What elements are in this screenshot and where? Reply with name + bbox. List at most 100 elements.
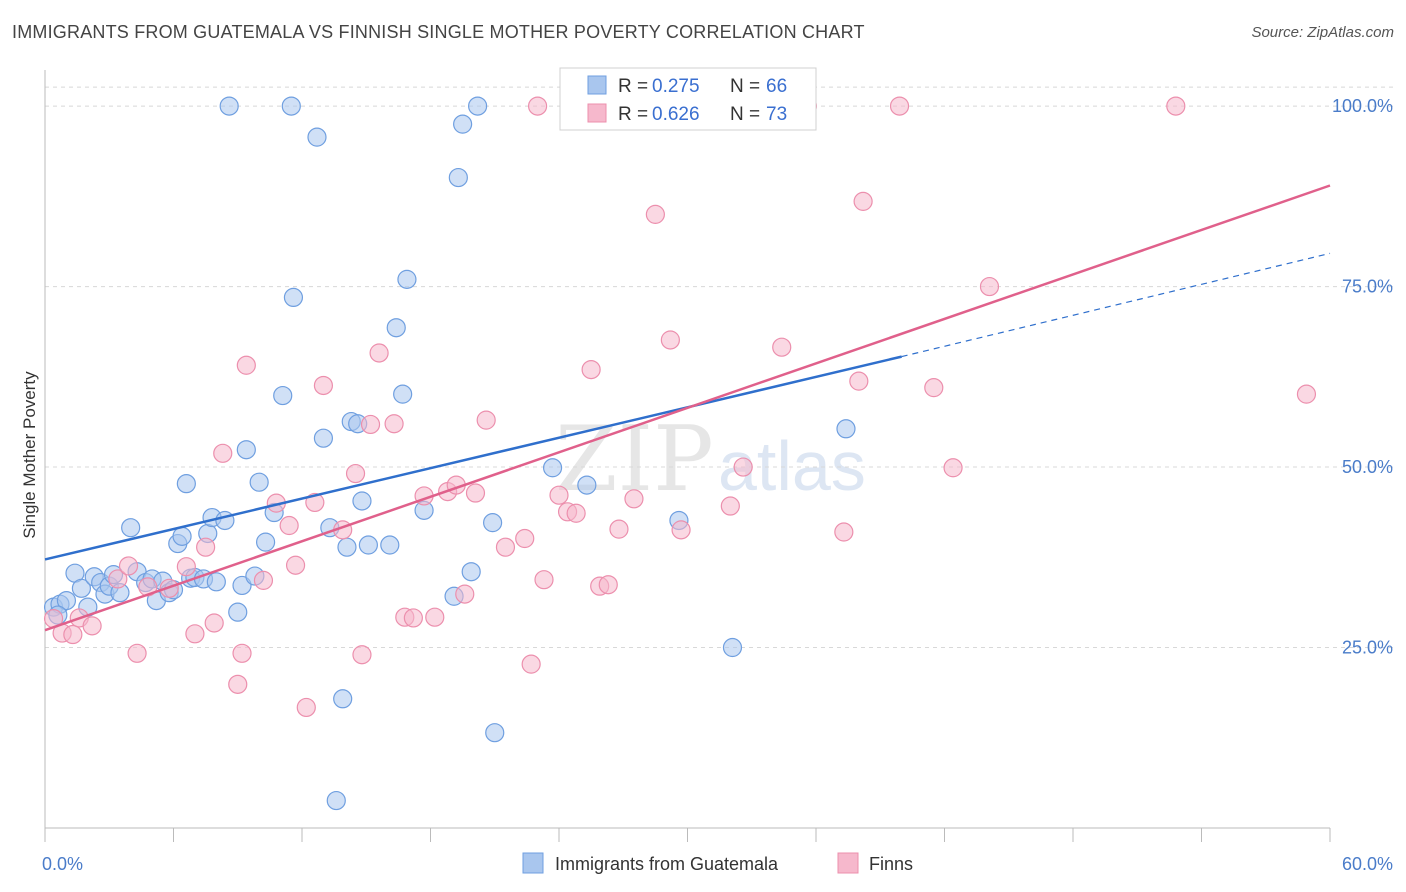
data-points xyxy=(43,96,1317,811)
legend-r-value-2: 0.626 xyxy=(652,104,700,125)
point-finns xyxy=(943,458,963,478)
point-guatemala xyxy=(71,578,92,598)
point-guatemala xyxy=(176,474,196,494)
point-guatemala xyxy=(307,127,327,147)
point-finns xyxy=(598,575,618,595)
point-finns xyxy=(521,654,541,674)
trend-lines xyxy=(44,184,1331,632)
legend-r-label-2: R = xyxy=(618,104,648,125)
point-guatemala xyxy=(236,440,256,460)
point-finns xyxy=(834,522,854,542)
point-finns xyxy=(1166,96,1186,116)
bottom-legend-label-finns: Finns xyxy=(869,854,913,874)
point-finns xyxy=(515,528,535,549)
point-finns xyxy=(853,191,873,211)
point-guatemala xyxy=(448,167,468,188)
point-guatemala xyxy=(313,428,334,448)
top-legend: R = 0.275 N = 66 R = 0.626 N = 73 xyxy=(559,67,817,131)
point-finns xyxy=(63,624,83,645)
point-finns xyxy=(236,355,256,375)
x-tick-label-min: 0.0% xyxy=(42,854,83,874)
point-finns xyxy=(185,624,205,644)
point-finns xyxy=(476,410,496,430)
point-finns xyxy=(889,96,910,116)
trend-line-guatemala-extension xyxy=(901,252,1331,358)
point-finns xyxy=(384,414,404,434)
point-finns xyxy=(624,489,644,509)
point-finns xyxy=(772,337,792,357)
point-finns xyxy=(849,371,869,391)
y-tick-label: 50.0% xyxy=(1342,457,1393,477)
point-guatemala xyxy=(281,96,301,116)
point-finns xyxy=(127,643,147,663)
point-guatemala xyxy=(206,572,226,592)
point-finns xyxy=(581,359,601,380)
point-finns xyxy=(609,519,629,539)
point-finns xyxy=(213,443,233,463)
point-finns xyxy=(455,584,475,604)
point-guatemala xyxy=(333,689,353,709)
point-guatemala xyxy=(56,590,77,611)
y-axis-title: Single Mother Poverty xyxy=(20,371,39,539)
bottom-legend: Immigrants from Guatemala Finns xyxy=(522,852,913,874)
point-finns xyxy=(352,645,372,665)
point-finns xyxy=(345,463,366,484)
legend-r-value-1: 0.275 xyxy=(652,76,700,97)
point-finns xyxy=(204,613,224,633)
point-finns xyxy=(566,503,586,523)
point-guatemala xyxy=(836,419,856,439)
point-finns xyxy=(313,375,334,396)
point-finns xyxy=(82,616,102,636)
point-finns xyxy=(228,674,248,694)
legend-n-label-1: N = xyxy=(730,76,760,97)
axes: 25.0% 50.0% 75.0% 100.0% 0.0% 60.0% xyxy=(42,70,1393,874)
point-guatemala xyxy=(121,518,141,538)
point-finns xyxy=(360,414,381,435)
point-guatemala xyxy=(393,384,413,404)
y-tick-label: 75.0% xyxy=(1342,277,1393,297)
point-guatemala xyxy=(255,532,276,552)
point-guatemala xyxy=(337,537,357,557)
legend-swatch-guatemala xyxy=(587,75,607,95)
y-tick-label: 100.0% xyxy=(1332,96,1393,116)
trend-line-guatemala xyxy=(44,355,902,561)
point-finns xyxy=(465,483,486,503)
point-guatemala xyxy=(542,458,563,478)
bottom-legend-swatch-finns xyxy=(837,852,859,874)
trend-line-finns xyxy=(44,184,1331,632)
legend-r-label-1: R = xyxy=(618,76,648,97)
point-guatemala xyxy=(326,790,346,811)
point-finns xyxy=(1296,384,1317,404)
point-guatemala xyxy=(468,96,488,116)
bottom-legend-label-guatemala: Immigrants from Guatemala xyxy=(555,854,779,874)
point-guatemala xyxy=(483,513,503,533)
point-finns xyxy=(425,607,445,627)
point-finns xyxy=(118,556,139,576)
point-finns xyxy=(924,378,944,398)
point-finns xyxy=(979,276,1000,297)
point-finns xyxy=(733,457,753,477)
legend-n-value-2: 73 xyxy=(766,104,787,125)
chart-source: Source: ZipAtlas.com xyxy=(1251,24,1394,41)
point-guatemala xyxy=(172,526,192,546)
point-finns xyxy=(232,643,252,663)
point-guatemala xyxy=(453,114,473,134)
point-guatemala xyxy=(249,472,269,492)
watermark: ZIP atlas xyxy=(555,407,866,512)
point-finns xyxy=(495,537,516,557)
point-finns xyxy=(527,96,548,116)
point-guatemala xyxy=(380,535,400,555)
point-guatemala xyxy=(461,562,481,582)
point-finns xyxy=(549,485,569,505)
point-guatemala xyxy=(397,269,417,289)
point-guatemala xyxy=(228,602,248,622)
legend-n-label-2: N = xyxy=(730,104,760,125)
point-finns xyxy=(196,537,216,557)
point-finns xyxy=(645,204,665,224)
bottom-legend-swatch-guatemala xyxy=(522,852,544,874)
point-finns xyxy=(279,515,299,536)
point-guatemala xyxy=(283,287,304,307)
point-guatemala xyxy=(232,575,252,596)
point-finns xyxy=(285,555,306,575)
